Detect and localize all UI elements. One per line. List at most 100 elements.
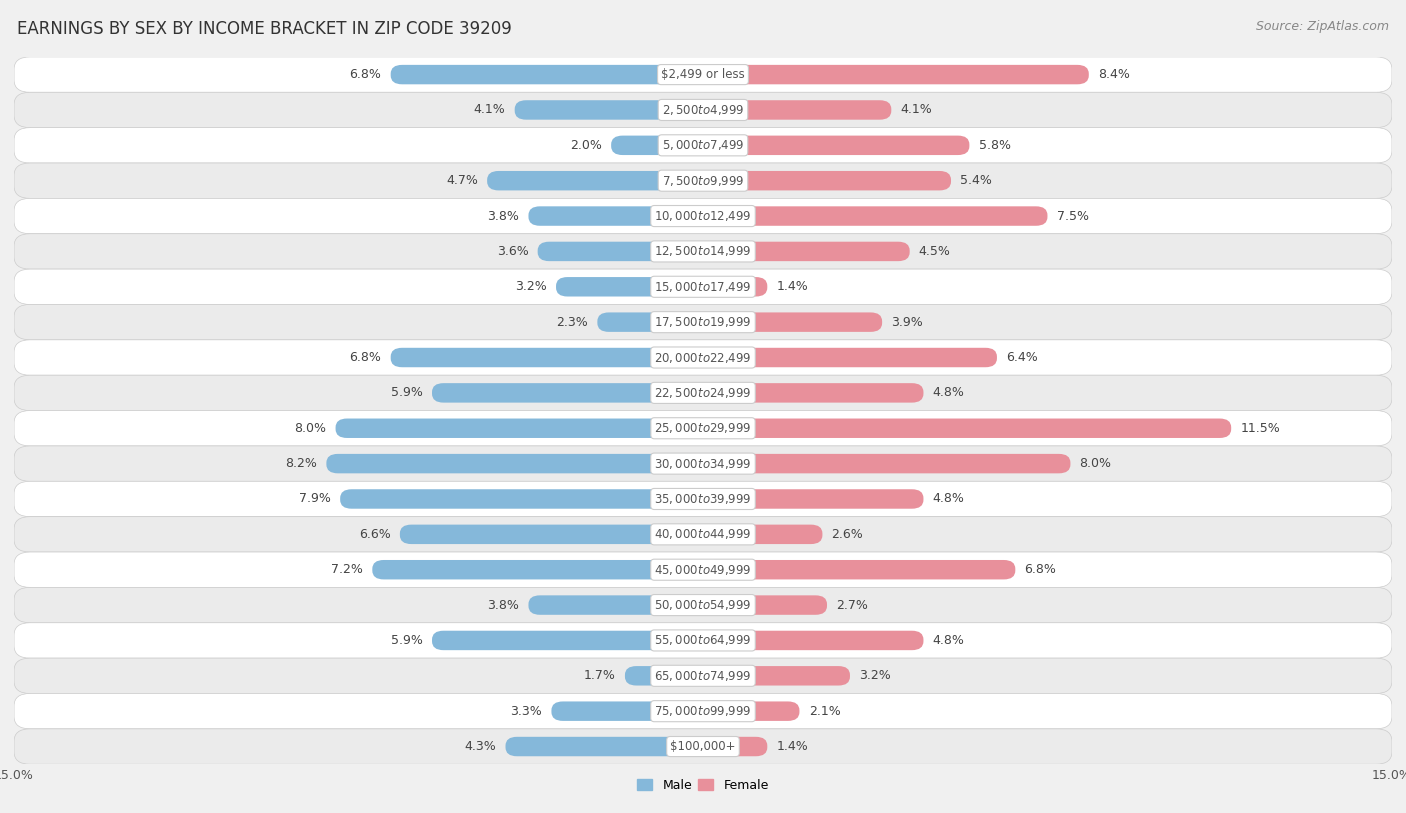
- FancyBboxPatch shape: [703, 560, 1015, 580]
- Text: 7.5%: 7.5%: [1057, 210, 1088, 223]
- Text: 6.8%: 6.8%: [350, 68, 381, 81]
- FancyBboxPatch shape: [598, 312, 703, 332]
- FancyBboxPatch shape: [703, 241, 910, 261]
- FancyBboxPatch shape: [326, 454, 703, 473]
- Text: 1.4%: 1.4%: [776, 280, 808, 293]
- Text: $2,499 or less: $2,499 or less: [661, 68, 745, 81]
- Text: 3.6%: 3.6%: [496, 245, 529, 258]
- FancyBboxPatch shape: [14, 92, 1392, 128]
- Text: $75,000 to $99,999: $75,000 to $99,999: [654, 704, 752, 718]
- FancyBboxPatch shape: [14, 693, 1392, 729]
- FancyBboxPatch shape: [14, 659, 1392, 693]
- Text: Source: ZipAtlas.com: Source: ZipAtlas.com: [1256, 20, 1389, 33]
- Text: $2,500 to $4,999: $2,500 to $4,999: [662, 103, 744, 117]
- Text: 8.2%: 8.2%: [285, 457, 318, 470]
- FancyBboxPatch shape: [515, 100, 703, 120]
- FancyBboxPatch shape: [14, 517, 1392, 552]
- Text: 4.8%: 4.8%: [932, 493, 965, 506]
- FancyBboxPatch shape: [703, 595, 827, 615]
- Text: 1.7%: 1.7%: [583, 669, 616, 682]
- FancyBboxPatch shape: [14, 446, 1392, 481]
- Text: 5.8%: 5.8%: [979, 139, 1011, 152]
- Text: 3.3%: 3.3%: [510, 705, 543, 718]
- Text: $65,000 to $74,999: $65,000 to $74,999: [654, 669, 752, 683]
- FancyBboxPatch shape: [14, 729, 1392, 764]
- Text: $55,000 to $64,999: $55,000 to $64,999: [654, 633, 752, 647]
- Text: 2.3%: 2.3%: [557, 315, 588, 328]
- Text: 6.8%: 6.8%: [1025, 563, 1056, 576]
- Text: 5.9%: 5.9%: [391, 386, 423, 399]
- FancyBboxPatch shape: [14, 552, 1392, 587]
- Text: $100,000+: $100,000+: [671, 740, 735, 753]
- Text: $50,000 to $54,999: $50,000 to $54,999: [654, 598, 752, 612]
- FancyBboxPatch shape: [703, 631, 924, 650]
- Text: 3.2%: 3.2%: [859, 669, 891, 682]
- FancyBboxPatch shape: [551, 702, 703, 721]
- FancyBboxPatch shape: [529, 207, 703, 226]
- Text: $7,500 to $9,999: $7,500 to $9,999: [662, 174, 744, 188]
- Text: $35,000 to $39,999: $35,000 to $39,999: [654, 492, 752, 506]
- Text: 2.1%: 2.1%: [808, 705, 841, 718]
- FancyBboxPatch shape: [14, 411, 1392, 446]
- FancyBboxPatch shape: [399, 524, 703, 544]
- FancyBboxPatch shape: [14, 128, 1392, 163]
- FancyBboxPatch shape: [14, 234, 1392, 269]
- FancyBboxPatch shape: [14, 481, 1392, 517]
- FancyBboxPatch shape: [537, 241, 703, 261]
- FancyBboxPatch shape: [703, 419, 1232, 438]
- Text: 4.1%: 4.1%: [474, 103, 506, 116]
- Text: 4.8%: 4.8%: [932, 386, 965, 399]
- Text: $12,500 to $14,999: $12,500 to $14,999: [654, 245, 752, 259]
- FancyBboxPatch shape: [14, 198, 1392, 234]
- Text: 1.4%: 1.4%: [776, 740, 808, 753]
- FancyBboxPatch shape: [703, 100, 891, 120]
- Text: 4.3%: 4.3%: [464, 740, 496, 753]
- FancyBboxPatch shape: [555, 277, 703, 297]
- FancyBboxPatch shape: [703, 312, 882, 332]
- FancyBboxPatch shape: [340, 489, 703, 509]
- FancyBboxPatch shape: [703, 737, 768, 756]
- Text: 4.5%: 4.5%: [920, 245, 950, 258]
- FancyBboxPatch shape: [373, 560, 703, 580]
- Text: 5.9%: 5.9%: [391, 634, 423, 647]
- FancyBboxPatch shape: [391, 348, 703, 367]
- Text: 7.9%: 7.9%: [299, 493, 330, 506]
- Text: $22,500 to $24,999: $22,500 to $24,999: [654, 386, 752, 400]
- FancyBboxPatch shape: [703, 348, 997, 367]
- Text: 8.0%: 8.0%: [294, 422, 326, 435]
- Text: 3.9%: 3.9%: [891, 315, 924, 328]
- Text: $15,000 to $17,499: $15,000 to $17,499: [654, 280, 752, 293]
- Text: $25,000 to $29,999: $25,000 to $29,999: [654, 421, 752, 435]
- Text: 3.8%: 3.8%: [488, 210, 519, 223]
- FancyBboxPatch shape: [14, 304, 1392, 340]
- FancyBboxPatch shape: [506, 737, 703, 756]
- FancyBboxPatch shape: [336, 419, 703, 438]
- FancyBboxPatch shape: [703, 171, 950, 190]
- Text: 6.6%: 6.6%: [359, 528, 391, 541]
- Text: EARNINGS BY SEX BY INCOME BRACKET IN ZIP CODE 39209: EARNINGS BY SEX BY INCOME BRACKET IN ZIP…: [17, 20, 512, 38]
- FancyBboxPatch shape: [14, 163, 1392, 198]
- Text: $45,000 to $49,999: $45,000 to $49,999: [654, 563, 752, 576]
- Text: 8.0%: 8.0%: [1080, 457, 1112, 470]
- FancyBboxPatch shape: [703, 702, 800, 721]
- Text: 4.8%: 4.8%: [932, 634, 965, 647]
- Text: 2.6%: 2.6%: [831, 528, 863, 541]
- FancyBboxPatch shape: [703, 666, 851, 685]
- Text: 4.7%: 4.7%: [446, 174, 478, 187]
- FancyBboxPatch shape: [14, 623, 1392, 659]
- Text: $20,000 to $22,499: $20,000 to $22,499: [654, 350, 752, 364]
- FancyBboxPatch shape: [703, 489, 924, 509]
- FancyBboxPatch shape: [14, 57, 1392, 92]
- FancyBboxPatch shape: [14, 269, 1392, 304]
- FancyBboxPatch shape: [703, 136, 969, 155]
- FancyBboxPatch shape: [529, 595, 703, 615]
- Text: 6.4%: 6.4%: [1007, 351, 1038, 364]
- FancyBboxPatch shape: [14, 340, 1392, 375]
- FancyBboxPatch shape: [612, 136, 703, 155]
- Text: $40,000 to $44,999: $40,000 to $44,999: [654, 528, 752, 541]
- FancyBboxPatch shape: [432, 383, 703, 402]
- Text: 3.8%: 3.8%: [488, 598, 519, 611]
- FancyBboxPatch shape: [703, 277, 768, 297]
- Legend: Male, Female: Male, Female: [633, 774, 773, 797]
- Text: 11.5%: 11.5%: [1240, 422, 1279, 435]
